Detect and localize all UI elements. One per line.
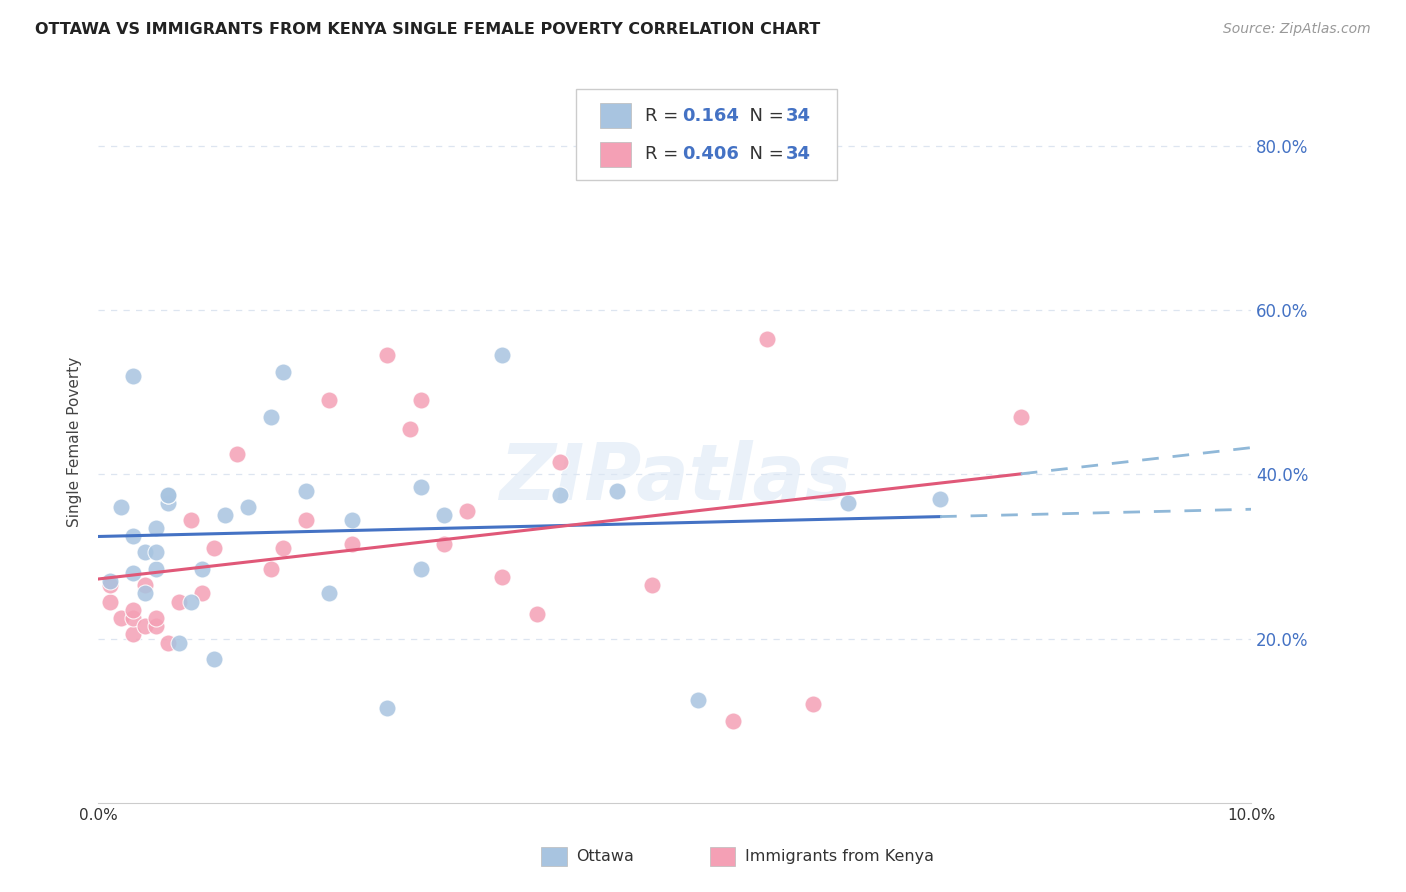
Text: R =: R = xyxy=(645,107,685,125)
Point xyxy=(295,483,318,498)
Point xyxy=(145,619,167,633)
Point xyxy=(756,332,779,346)
Point xyxy=(134,586,156,600)
Point xyxy=(271,541,294,556)
Point xyxy=(156,488,179,502)
Text: Immigrants from Kenya: Immigrants from Kenya xyxy=(745,849,934,863)
Point xyxy=(398,422,420,436)
Point xyxy=(122,529,145,543)
Point xyxy=(340,512,363,526)
Point xyxy=(98,574,121,588)
Text: 34: 34 xyxy=(786,145,811,163)
Point xyxy=(1010,409,1032,424)
Point xyxy=(318,393,340,408)
Text: 34: 34 xyxy=(786,107,811,125)
Text: OTTAWA VS IMMIGRANTS FROM KENYA SINGLE FEMALE POVERTY CORRELATION CHART: OTTAWA VS IMMIGRANTS FROM KENYA SINGLE F… xyxy=(35,22,820,37)
Point xyxy=(375,348,398,362)
Point xyxy=(548,488,571,502)
Point xyxy=(641,578,664,592)
Y-axis label: Single Female Poverty: Single Female Poverty xyxy=(66,357,82,526)
Point xyxy=(271,365,294,379)
Point xyxy=(225,447,247,461)
Text: R =: R = xyxy=(645,145,685,163)
Point xyxy=(145,545,167,559)
Text: Ottawa: Ottawa xyxy=(576,849,634,863)
Text: N =: N = xyxy=(738,107,790,125)
Point xyxy=(156,496,179,510)
Point xyxy=(214,508,236,523)
Point xyxy=(145,521,167,535)
Point xyxy=(837,496,859,510)
Point xyxy=(110,500,132,515)
Point xyxy=(202,652,225,666)
Point xyxy=(191,562,214,576)
Point xyxy=(122,603,145,617)
Point xyxy=(260,409,283,424)
Point xyxy=(238,500,260,515)
Text: N =: N = xyxy=(738,145,790,163)
Point xyxy=(167,594,190,608)
Point xyxy=(202,541,225,556)
Point xyxy=(260,562,283,576)
Point xyxy=(191,586,214,600)
Point xyxy=(375,701,398,715)
Point xyxy=(122,566,145,580)
Point xyxy=(491,570,513,584)
Point xyxy=(411,393,433,408)
Text: Source: ZipAtlas.com: Source: ZipAtlas.com xyxy=(1223,22,1371,37)
Point xyxy=(180,512,202,526)
Text: 0.406: 0.406 xyxy=(682,145,738,163)
Point xyxy=(122,368,145,383)
Point xyxy=(295,512,318,526)
Point xyxy=(340,537,363,551)
Point xyxy=(318,586,340,600)
Point xyxy=(134,545,156,559)
Point xyxy=(411,562,433,576)
Point xyxy=(134,578,156,592)
Point xyxy=(122,627,145,641)
Point xyxy=(929,491,952,506)
Point xyxy=(411,480,433,494)
Point xyxy=(145,611,167,625)
Point xyxy=(491,348,513,362)
Point xyxy=(606,483,628,498)
Point xyxy=(110,611,132,625)
Point xyxy=(180,594,202,608)
Text: 0.164: 0.164 xyxy=(682,107,738,125)
Point xyxy=(98,594,121,608)
Point xyxy=(548,455,571,469)
Point xyxy=(721,714,744,728)
Point xyxy=(433,508,456,523)
Point xyxy=(134,619,156,633)
Point xyxy=(167,636,190,650)
Point xyxy=(145,562,167,576)
Point xyxy=(526,607,548,621)
Point xyxy=(801,698,824,712)
Point xyxy=(122,611,145,625)
Point xyxy=(156,488,179,502)
Text: ZIPatlas: ZIPatlas xyxy=(499,440,851,516)
Point xyxy=(156,636,179,650)
Point xyxy=(433,537,456,551)
Point xyxy=(686,693,709,707)
Point xyxy=(98,578,121,592)
Point xyxy=(456,504,478,518)
